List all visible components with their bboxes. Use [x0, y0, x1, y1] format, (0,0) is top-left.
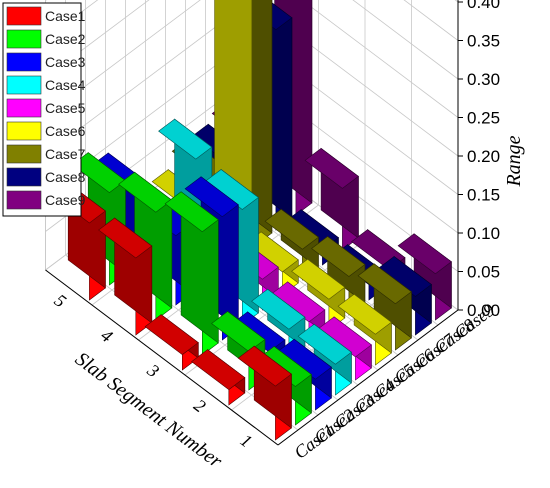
segment-tick-label: 5 [51, 290, 70, 311]
bar-case6-segment-1 [337, 293, 392, 366]
segment-tick-label: 2 [190, 395, 209, 416]
bar-case2-segment-1 [257, 345, 312, 426]
z-tick-label: 0.10 [467, 224, 500, 243]
bar-case1-segment-3 [144, 313, 199, 371]
legend-swatch [6, 144, 42, 164]
z-tick-label: 0.40 [467, 0, 500, 12]
z-tick-label: 0.05 [467, 263, 500, 282]
legend-label: Case4 [45, 77, 86, 93]
legend-swatch [6, 121, 42, 141]
legend-label: Case3 [45, 54, 86, 70]
legend: Case1 Case2 Case3 Case4 Case5 Case6 Case7 Case8… [2, 2, 86, 217]
z-tick-label: 0.30 [467, 70, 500, 89]
bar-case1-segment-4 [98, 217, 153, 336]
legend-label: Case7 [45, 146, 86, 162]
bar-case1-segment-1 [237, 345, 292, 441]
legend-label: Case5 [45, 100, 86, 116]
legend-label: Case2 [45, 31, 86, 47]
bar-case9-segment-3 [304, 147, 359, 251]
legend-label: Case8 [45, 169, 86, 185]
z-tick-label: 0.35 [467, 32, 500, 51]
legend-swatch [6, 29, 42, 49]
legend-swatch [6, 75, 42, 95]
bar-case3-segment-1 [277, 338, 332, 411]
bar-case1-segment-2 [191, 348, 246, 406]
legend-swatch [6, 52, 42, 72]
bar-case9-segment-1 [397, 233, 452, 321]
segment-tick-label: 4 [97, 325, 116, 346]
legend-swatch [6, 190, 42, 210]
bar-case5-segment-1 [317, 316, 372, 381]
segment-tick-label: 3 [143, 359, 163, 381]
bar-case4-segment-1 [297, 323, 352, 396]
z-tick-label: 0.20 [467, 147, 500, 166]
legend-label: Case6 [45, 123, 86, 139]
legend-swatch [6, 98, 42, 118]
bar-case2-segment-3 [164, 191, 219, 356]
legend-label: Case9 [45, 192, 86, 208]
z-tick-label: 0.00 [467, 301, 500, 320]
bars-layer [51, 0, 452, 441]
z-axis-title: Range [503, 135, 525, 187]
legend-label: Case1 [45, 8, 86, 24]
segment-tick-label: 1 [237, 430, 256, 451]
legend-swatch [6, 167, 42, 187]
legend-swatch [6, 6, 42, 26]
z-tick-label: 0.15 [467, 186, 500, 205]
z-tick-label: 0.25 [467, 109, 500, 128]
